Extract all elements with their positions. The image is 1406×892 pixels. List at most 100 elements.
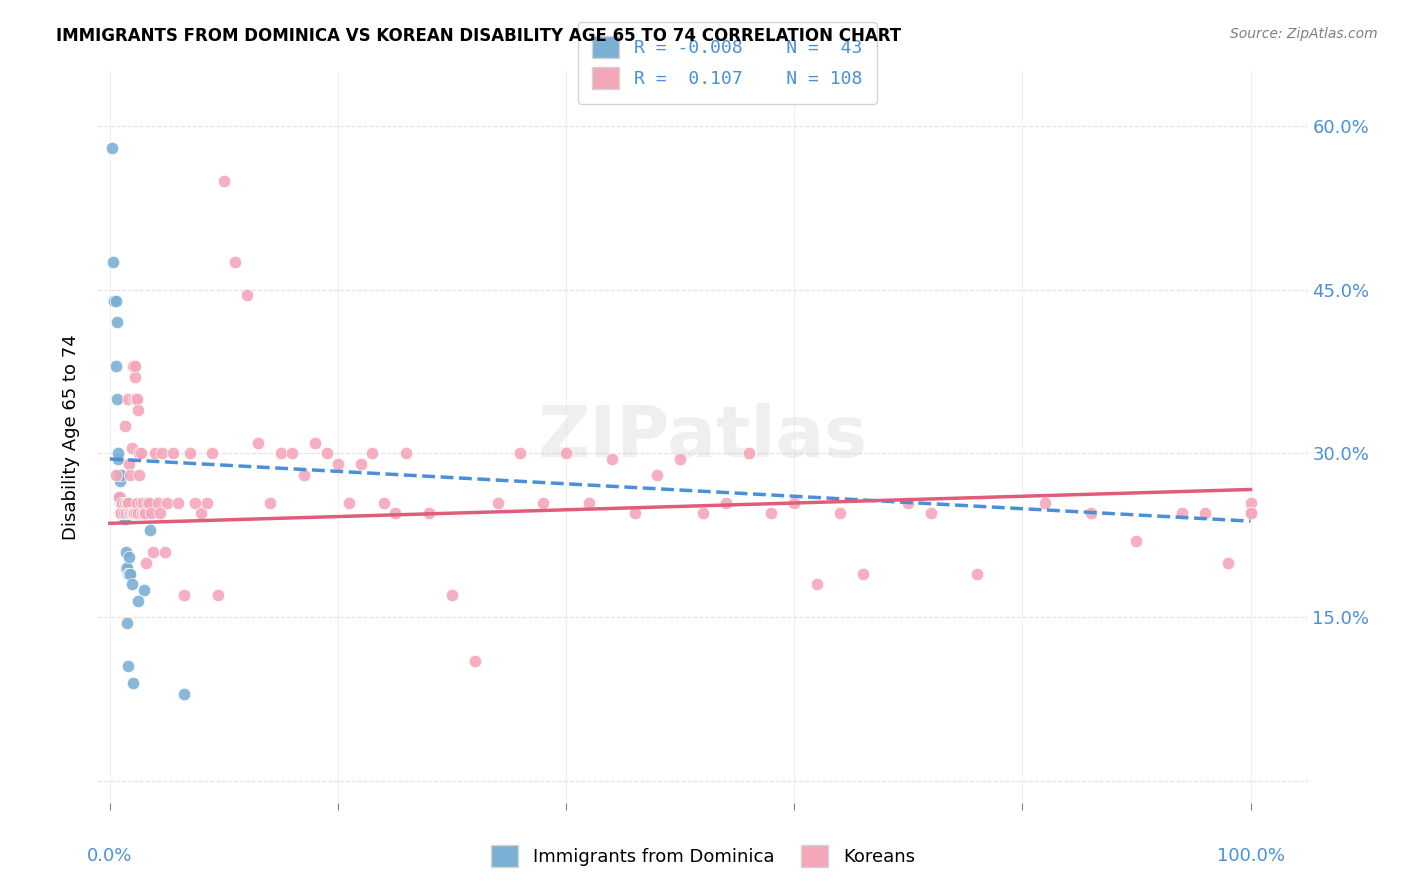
Point [114, 512, 136, 526]
Point [112, 501, 135, 516]
Point [337, 495, 360, 509]
Point [111, 507, 134, 521]
Y-axis label: Disability Age 65 to 74: Disability Age 65 to 74 [62, 334, 80, 540]
Text: IMMIGRANTS FROM DOMINICA VS KOREAN DISABILITY AGE 65 TO 74 CORRELATION CHART: IMMIGRANTS FROM DOMINICA VS KOREAN DISAB… [56, 27, 901, 45]
Point [127, 402, 149, 417]
Point [149, 507, 172, 521]
Text: 0.0%: 0.0% [87, 847, 132, 864]
Point [828, 507, 851, 521]
Point [167, 495, 190, 509]
Point [173, 687, 195, 701]
Text: 100.0%: 100.0% [1216, 847, 1285, 864]
Point [464, 654, 486, 668]
Point [111, 495, 134, 509]
Point [145, 446, 167, 460]
Point [373, 495, 395, 509]
Point [920, 507, 942, 521]
Point [156, 495, 179, 509]
Point [806, 577, 828, 591]
Point [111, 507, 134, 521]
Point [190, 507, 212, 521]
Point [103, 255, 125, 269]
Point [139, 523, 162, 537]
Point [114, 495, 136, 509]
Point [350, 458, 373, 472]
Point [184, 495, 207, 509]
Point [146, 495, 169, 509]
Point [110, 507, 132, 521]
Point [259, 495, 281, 509]
Point [118, 566, 141, 581]
Point [108, 474, 131, 488]
Point [441, 588, 464, 602]
Point [112, 512, 135, 526]
Point [129, 495, 152, 509]
Point [117, 566, 139, 581]
Point [714, 495, 737, 509]
Point [1194, 507, 1216, 521]
Point [162, 446, 184, 460]
Point [120, 468, 142, 483]
Point [107, 446, 129, 460]
Point [115, 495, 138, 509]
Point [138, 495, 160, 509]
Point [247, 435, 270, 450]
Point [114, 545, 136, 559]
Point [395, 446, 418, 460]
Point [134, 507, 156, 521]
Point [103, 293, 125, 308]
Point [121, 359, 143, 373]
Legend: R = -0.008    N =  43, R =  0.107    N = 108: R = -0.008 N = 43, R = 0.107 N = 108 [578, 22, 876, 103]
Text: Source: ZipAtlas.com: Source: ZipAtlas.com [1230, 27, 1378, 41]
Point [966, 566, 988, 581]
Point [110, 507, 132, 521]
Point [315, 446, 337, 460]
Point [122, 392, 145, 406]
Point [125, 392, 148, 406]
Point [1216, 556, 1239, 570]
Point [117, 659, 139, 673]
Legend: Immigrants from Dominica, Koreans: Immigrants from Dominica, Koreans [484, 838, 922, 874]
Point [224, 255, 246, 269]
Point [897, 495, 920, 509]
Point [201, 446, 224, 460]
Point [108, 490, 131, 504]
Point [112, 507, 135, 521]
Point [136, 495, 159, 509]
Point [124, 359, 146, 373]
Point [623, 507, 645, 521]
Point [120, 566, 142, 581]
Point [761, 507, 783, 521]
Point [600, 451, 623, 466]
Point [114, 512, 136, 526]
Point [118, 458, 141, 472]
Point [1171, 507, 1194, 521]
Point [114, 501, 136, 516]
Point [121, 441, 143, 455]
Point [129, 446, 152, 460]
Point [326, 458, 349, 472]
Point [104, 468, 127, 483]
Point [692, 507, 714, 521]
Point [127, 507, 149, 521]
Point [105, 315, 128, 329]
Point [114, 507, 136, 521]
Point [101, 141, 124, 155]
Point [121, 577, 143, 591]
Point [118, 550, 141, 565]
Point [128, 446, 150, 460]
Point [114, 419, 136, 434]
Point [179, 446, 201, 460]
Point [115, 561, 138, 575]
Point [139, 507, 162, 521]
Point [1080, 507, 1102, 521]
Point [110, 495, 132, 509]
Point [107, 451, 129, 466]
Point [132, 582, 155, 597]
Point [281, 446, 304, 460]
Point [131, 507, 153, 521]
Point [1125, 533, 1147, 548]
Point [486, 495, 509, 509]
Point [212, 173, 235, 187]
Point [207, 588, 229, 602]
